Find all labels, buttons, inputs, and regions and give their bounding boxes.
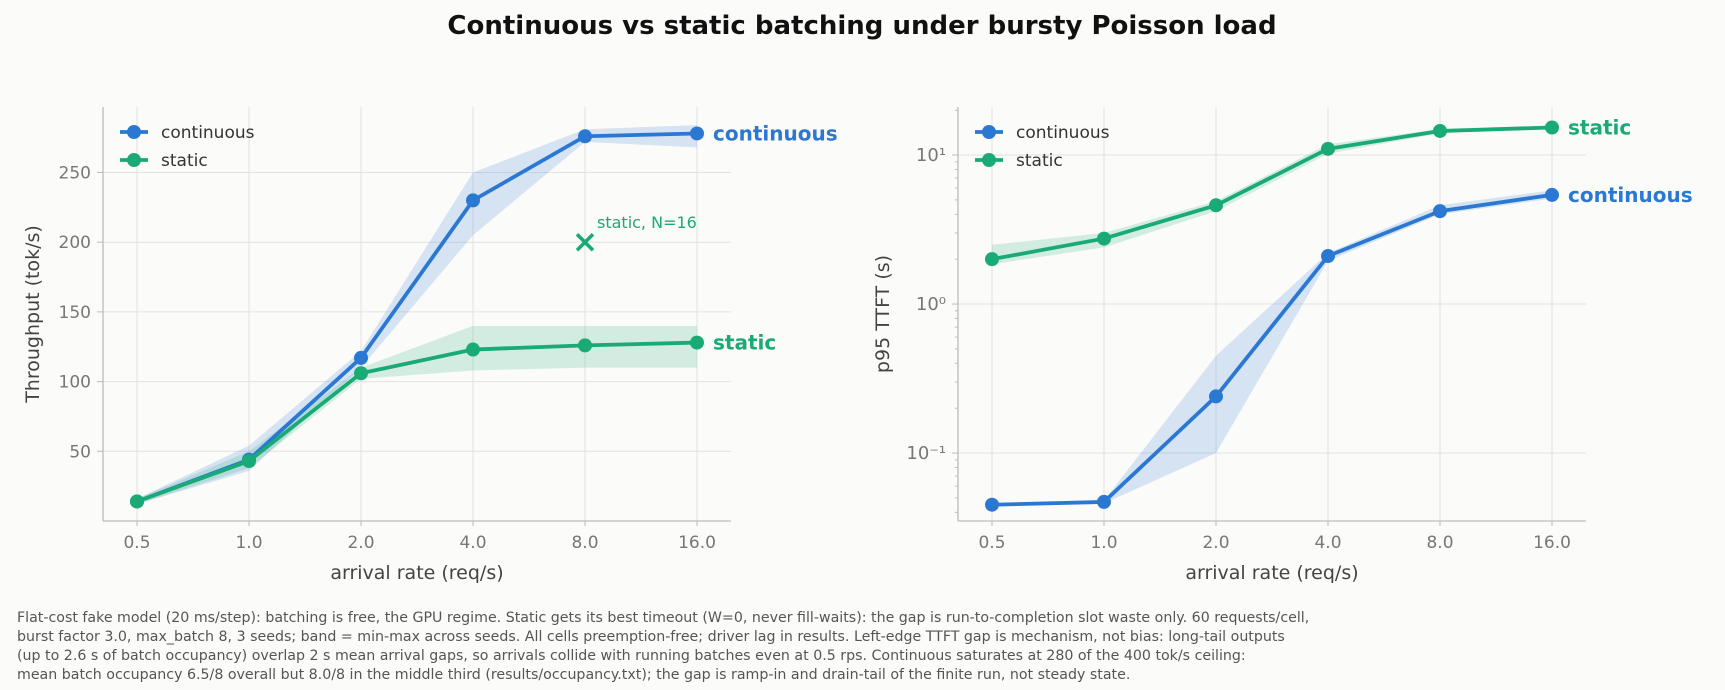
- static-point: [1545, 120, 1559, 135]
- static-line: [991, 125, 1553, 262]
- continuous-point: [1209, 389, 1223, 404]
- figure-caption: Flat-cost fake model (20 ms/step): batch…: [17, 610, 1310, 683]
- x-tick-label: 4.0: [459, 533, 486, 553]
- continuous-line: [991, 193, 1553, 507]
- y-axis-label: p95 TTFT (s): [872, 255, 894, 373]
- static-point: [1209, 198, 1223, 213]
- continuous-point: [985, 497, 999, 512]
- static-point: [130, 494, 144, 509]
- static-point: [690, 335, 704, 350]
- throughput-panel: 0.5 1.0 2.0 4.0 8.0 16.0 50 100 150 200 250 arrival…: [22, 107, 838, 584]
- x-tick-label: 1.0: [235, 533, 262, 553]
- y-axis-label: Throughput (tok/s): [22, 225, 44, 404]
- x-tick-label: 8.0: [1426, 533, 1453, 553]
- legend-label-continuous: continuous: [161, 123, 255, 143]
- legend-label-static: static: [161, 151, 208, 171]
- x-tick-label: 0.5: [978, 533, 1005, 553]
- y-tick-label: 10⁻¹: [906, 443, 946, 464]
- static-point: [1321, 141, 1335, 156]
- x-tick-label: 2.0: [347, 533, 374, 553]
- y-tick-label: 10¹: [916, 145, 946, 166]
- static-point: [1097, 231, 1111, 246]
- x-tick-label: 1.0: [1090, 533, 1117, 553]
- y-tick-label: 10⁰: [916, 294, 946, 315]
- static-point: [1433, 123, 1447, 138]
- x-tick-label: 0.5: [123, 533, 150, 553]
- continuous-line: [136, 131, 698, 504]
- static-end-label: static: [1568, 115, 1631, 139]
- continuous-point: [578, 129, 592, 144]
- legend-marker-static: [982, 153, 996, 167]
- y-tick-label: 50: [69, 442, 91, 462]
- static-point: [985, 252, 999, 267]
- static-point: [466, 342, 480, 357]
- continuous-band: [137, 125, 697, 505]
- legend-marker-continuous: [127, 125, 141, 139]
- x-tick-label: 16.0: [1533, 533, 1571, 553]
- static-point: [242, 454, 256, 469]
- x-tick-label: 8.0: [571, 533, 598, 553]
- continuous-point: [1321, 249, 1335, 264]
- x-tick-label: 4.0: [1314, 533, 1341, 553]
- static-line: [136, 340, 698, 504]
- x-axis-label: arrival rate (req/s): [1185, 562, 1358, 584]
- y-tick-label: 250: [59, 164, 91, 184]
- y-tick-label: 150: [59, 303, 91, 323]
- ttft-panel: 0.5 1.0 2.0 4.0 8.0 16.0 10⁻¹ 10⁰ 10¹ arrival rat…: [872, 107, 1693, 584]
- continuous-end-label: continuous: [713, 121, 838, 145]
- legend-label-continuous: continuous: [1016, 123, 1110, 143]
- continuous-point: [1545, 187, 1559, 202]
- continuous-point: [466, 193, 480, 208]
- x-tick-label: 16.0: [678, 533, 716, 553]
- continuous-end-label: continuous: [1568, 183, 1693, 207]
- x-tick-label: 2.0: [1202, 533, 1229, 553]
- annotation-label: static, N=16: [597, 213, 697, 232]
- legend-marker-static: [127, 153, 141, 167]
- static-end-label: static: [713, 331, 776, 355]
- y-tick-label: 200: [59, 233, 91, 253]
- legend-marker-continuous: [982, 125, 996, 139]
- static-point: [354, 366, 368, 381]
- continuous-band: [992, 190, 1552, 507]
- continuous-point: [690, 126, 704, 141]
- static-point: [578, 338, 592, 353]
- figure-title: Continuous vs static batching under burs…: [447, 11, 1276, 41]
- continuous-point: [354, 350, 368, 365]
- continuous-point: [1097, 494, 1111, 509]
- continuous-point: [1433, 204, 1447, 219]
- y-tick-label: 100: [59, 373, 91, 393]
- legend-label-static: static: [1016, 151, 1063, 171]
- x-axis-label: arrival rate (req/s): [330, 562, 503, 584]
- annotation-x-marker: [575, 232, 595, 252]
